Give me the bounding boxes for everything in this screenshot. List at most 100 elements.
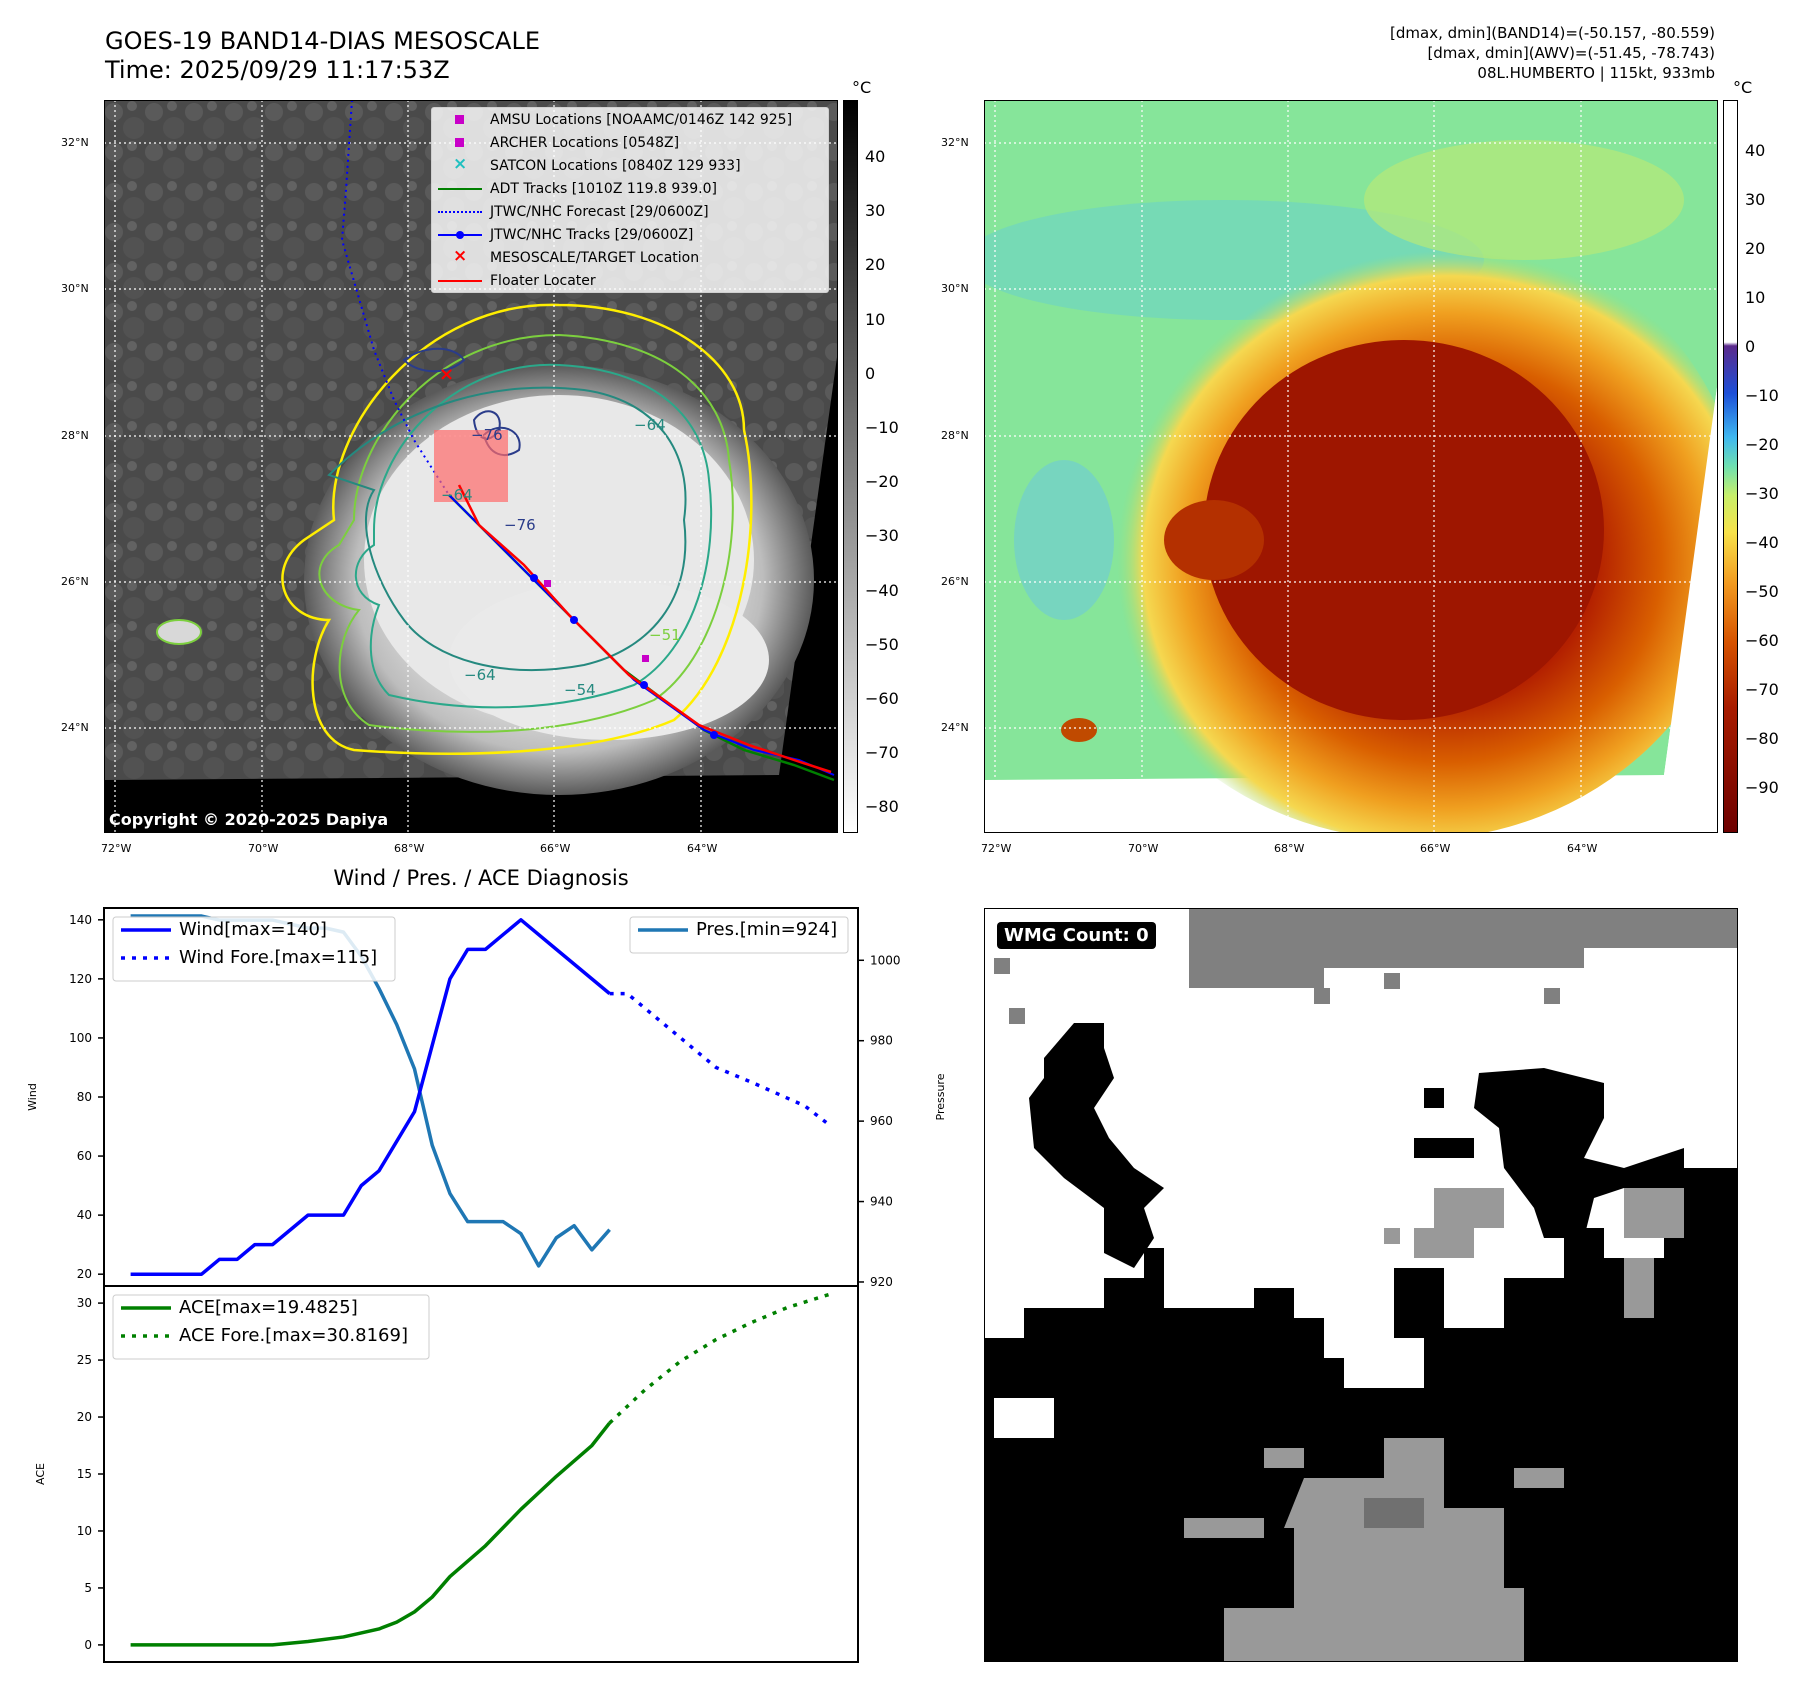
ir-colorbar-tick: 40 — [865, 147, 886, 166]
legend-label: ADT Tracks [1010Z 119.8 939.0] — [490, 180, 717, 197]
ace-tick-label: 25 — [77, 1353, 92, 1367]
lat-label: 28°N — [61, 429, 89, 442]
awv-colorbar-tick: −70 — [1745, 680, 1779, 699]
ir-legend-item: × MESOSCALE/TARGET Location — [432, 246, 828, 269]
legend-label: ACE Fore.[max=30.8169] — [179, 1325, 408, 1346]
lon-label: 68°W — [394, 842, 425, 855]
legend-label: Wind Fore.[max=115] — [179, 947, 377, 968]
lon-label: 68°W — [1274, 842, 1305, 855]
wmg-panel — [984, 908, 1738, 1662]
stats-line2: [dmax, dmin](AWV)=(-51.45, -78.743) — [1427, 44, 1715, 62]
ace-legend — [112, 1294, 430, 1360]
legend-label: ACE[max=19.4825] — [179, 1297, 358, 1318]
wind-tick-label: 60 — [77, 1149, 92, 1163]
ir-colorbar-tick: 30 — [865, 201, 886, 221]
ir-legend-item: JTWC/NHC Tracks [29/0600Z] — [432, 223, 828, 246]
forecast-track — [340, 100, 450, 496]
contour-label-4: −64 — [634, 416, 666, 434]
legend-swatch-icon — [438, 227, 482, 243]
legend-swatch-icon — [438, 273, 482, 289]
figure-title-line1: GOES-19 BAND14-DIAS MESOSCALE — [105, 27, 541, 55]
awv-colorbar-tick: −20 — [1745, 435, 1779, 454]
wind-legend — [112, 916, 396, 982]
legend-swatch-icon: × — [453, 153, 468, 174]
awv-colorbar-tick: −60 — [1745, 631, 1779, 650]
pressure-tick-label: 960 — [870, 1114, 893, 1128]
legend-label: Pres.[min=924] — [696, 919, 837, 940]
wind-tick-label: 20 — [77, 1267, 92, 1281]
diagnosis-title: Wind / Pres. / ACE Diagnosis — [333, 866, 629, 890]
awv-colorbar-tick: −90 — [1745, 778, 1779, 797]
contour-label-5: −64 — [464, 666, 496, 684]
ir-colorbar — [843, 100, 858, 833]
ir-legend-item: ADT Tracks [1010Z 119.8 939.0] — [432, 177, 828, 200]
lat-label: 32°N — [941, 136, 969, 149]
lon-label: 66°W — [1420, 842, 1451, 855]
ir-legend-item: ARCHER Locations [0548Z] — [432, 131, 828, 154]
awv-colorbar-tick: 40 — [1745, 141, 1766, 160]
lat-label: 26°N — [941, 575, 969, 588]
stats-line3: 08L.HUMBERTO | 115kt, 933mb — [1477, 64, 1715, 82]
ace-tick-label: 20 — [77, 1410, 92, 1424]
wind-axis-title: Wind — [26, 1083, 39, 1111]
legend-label: ARCHER Locations [0548Z] — [490, 134, 680, 151]
ir-colorbar-tick: −80 — [865, 797, 899, 817]
lon-label: 70°W — [1128, 842, 1159, 855]
ir-legend-item: AMSU Locations [NOAAMC/0146Z 142 925] — [432, 108, 828, 131]
wind-forecast-line — [609, 991, 833, 1128]
ir-colorbar-tick: −30 — [865, 526, 899, 546]
lat-label: 32°N — [61, 136, 89, 149]
legend-label: SATCON Locations [0840Z 129 933] — [490, 157, 741, 174]
lon-label: 70°W — [248, 842, 279, 855]
lat-label: 28°N — [941, 429, 969, 442]
ace-forecast-line — [608, 1292, 832, 1425]
pressure-legend — [629, 916, 849, 954]
ir-legend-item: JTWC/NHC Forecast [29/0600Z] — [432, 200, 828, 223]
wind-line — [130, 918, 611, 1276]
ir-colorbar-tick: −40 — [865, 580, 899, 600]
contour-label-1: −76 — [471, 426, 503, 444]
legend-label: JTWC/NHC Forecast [29/0600Z] — [490, 203, 709, 220]
awv-colorbar-tick: 20 — [1745, 239, 1766, 258]
wind-tick-label: 80 — [77, 1090, 92, 1104]
lon-label: 72°W — [981, 842, 1012, 855]
lat-label: 24°N — [941, 721, 969, 734]
legend-swatch-icon — [438, 112, 482, 128]
ace-tick-label: 5 — [84, 1581, 92, 1595]
ace-tick-label: 30 — [77, 1296, 92, 1310]
lon-label: 66°W — [540, 842, 571, 855]
wind-tick-label: 140 — [69, 913, 92, 927]
awv-colorbar — [1723, 100, 1738, 833]
awv-satellite-map — [984, 100, 1718, 833]
ir-satellite-map: × −76 −64 −76 −64 −64 −54 −51 — [104, 100, 838, 833]
lon-label: 72°W — [101, 842, 132, 855]
floater-box — [434, 430, 508, 502]
awv-colorbar-tick: −80 — [1745, 729, 1779, 748]
stats-line1: [dmax, dmin](BAND14)=(-50.157, -80.559) — [1390, 24, 1715, 42]
awv-colorbar-tick: 30 — [1745, 190, 1766, 209]
awv-colorbar-unit: °C — [1733, 78, 1753, 97]
ir-colorbar-tick: −20 — [865, 472, 899, 492]
ace-line — [130, 1421, 611, 1647]
ir-legend-item: Floater Locater — [432, 269, 828, 292]
copyright-notice: Copyright © 2020-2025 Dapiya — [109, 810, 389, 829]
lon-label: 64°W — [687, 842, 718, 855]
legend-swatch-icon — [438, 181, 482, 197]
ace-tick-label: 0 — [84, 1638, 92, 1652]
ace-tick-label: 10 — [77, 1524, 92, 1538]
wind-tick-label: 100 — [69, 1031, 92, 1045]
lon-label: 64°W — [1567, 842, 1598, 855]
awv-colorbar-tick: 10 — [1745, 288, 1766, 307]
legend-label: Wind[max=140] — [179, 919, 327, 940]
awv-colorbar-tick: −40 — [1745, 533, 1779, 552]
ir-colorbar-tick: 20 — [865, 255, 886, 275]
ir-colorbar-tick: −10 — [865, 418, 899, 437]
wind-tick-label: 40 — [77, 1208, 92, 1222]
awv-colorbar-tick: −30 — [1745, 484, 1779, 503]
legend-swatch-icon — [438, 135, 482, 151]
pressure-tick-label: 940 — [870, 1195, 893, 1209]
lat-label: 30°N — [61, 282, 89, 295]
figure-title-line2: Time: 2025/09/29 11:17:53Z — [105, 56, 450, 84]
ir-colorbar-tick: 10 — [865, 309, 886, 329]
